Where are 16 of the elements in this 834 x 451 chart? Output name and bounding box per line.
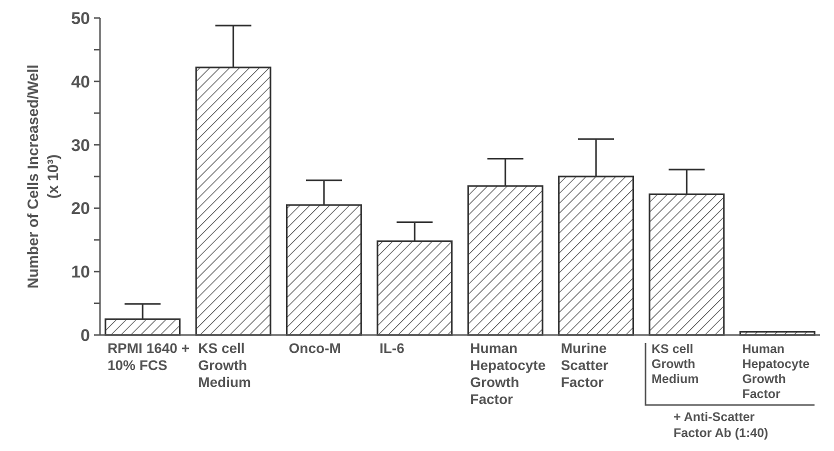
x-tick-label: IL-6 xyxy=(379,340,405,356)
x-tick-label: Human Hepatocyte Growth Factor xyxy=(470,340,546,407)
y-axis-title: Number of Cells Increased/Well (x 10³) xyxy=(25,64,62,288)
x-tick-label: KS cell Growth Medium xyxy=(198,340,252,390)
y-tick-label: 0 xyxy=(80,326,90,345)
y-tick-label: 40 xyxy=(71,72,90,92)
y-tick-label: 30 xyxy=(71,136,90,155)
x-tick-label: RPMI 1640 + 10% FCS xyxy=(107,340,190,373)
y-tick-label: 10 xyxy=(71,262,90,282)
text: + Anti-Scatter Factor Ab (1:40) xyxy=(674,410,768,440)
x-tick-label: Onco-M xyxy=(288,340,341,356)
y-tick-label: 20 xyxy=(71,199,90,218)
y-tick-label: 50 xyxy=(71,8,90,28)
x-tick-label: KS cell Growth Medium xyxy=(652,342,699,386)
x-tick-label: Human Hepatocyte Growth Factor xyxy=(742,342,810,401)
x-tick-label: Murine Scatter Factor xyxy=(560,340,609,390)
